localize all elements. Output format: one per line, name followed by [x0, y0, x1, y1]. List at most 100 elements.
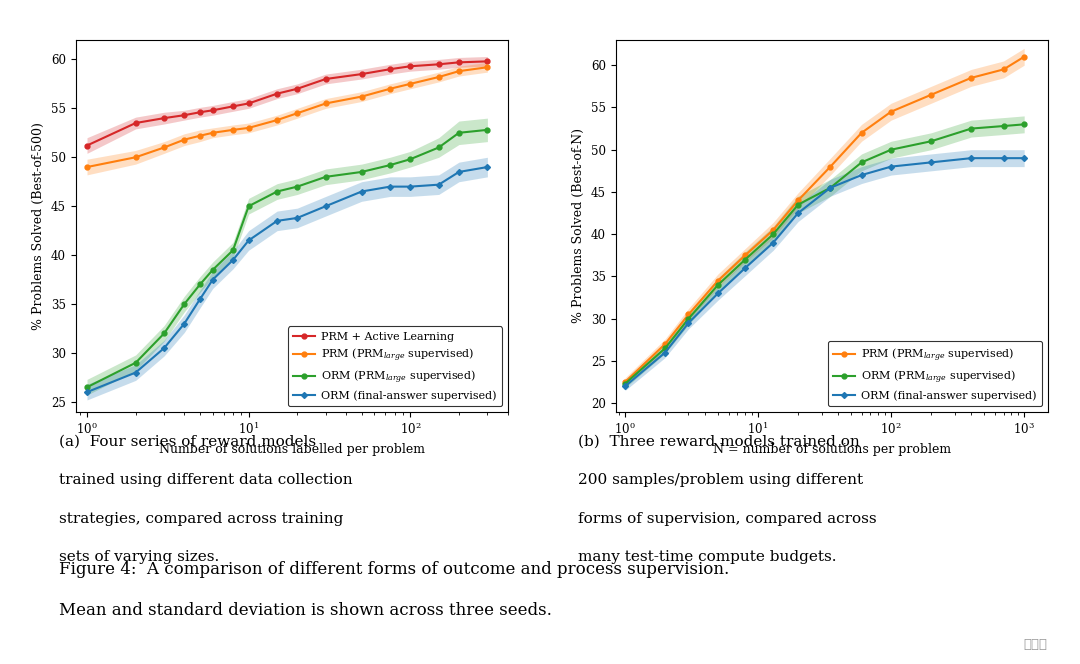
Text: 新智元: 新智元: [1024, 637, 1048, 651]
ORM (final-answer supervised): [271, 217, 284, 225]
ORM (PRM$_{large}$ supervised): [242, 203, 255, 210]
ORM (PRM$_{large}$ supervised): [453, 129, 465, 137]
PRM (PRM$_{large}$ supervised): [481, 63, 494, 71]
ORM (final-answer supervised): [619, 382, 632, 390]
PRM + Active Learning: [355, 70, 368, 78]
ORM (PRM$_{large}$ supervised): [739, 256, 752, 264]
ORM (PRM$_{large}$ supervised): [619, 380, 632, 388]
PRM (PRM$_{large}$ supervised): [81, 163, 94, 171]
Line: PRM + Active Learning: PRM + Active Learning: [84, 59, 490, 148]
Text: strategies, compared across training: strategies, compared across training: [59, 512, 343, 526]
ORM (PRM$_{large}$ supervised): [130, 359, 143, 367]
ORM (PRM$_{large}$ supervised): [712, 281, 725, 289]
ORM (PRM$_{large}$ supervised): [855, 159, 868, 167]
PRM (PRM$_{large}$ supervised): [271, 116, 284, 124]
ORM (PRM$_{large}$ supervised): [964, 125, 977, 133]
PRM + Active Learning: [404, 62, 417, 70]
PRM (PRM$_{large}$ supervised): [739, 252, 752, 260]
PRM + Active Learning: [193, 108, 206, 116]
ORM (PRM$_{large}$ supervised): [271, 187, 284, 195]
ORM (final-answer supervised): [453, 168, 465, 176]
PRM (PRM$_{large}$ supervised): [712, 277, 725, 285]
Legend: PRM + Active Learning, PRM (PRM$_{large}$ supervised), ORM (PRM$_{large}$ superv: PRM + Active Learning, PRM (PRM$_{large}…: [287, 326, 502, 406]
ORM (PRM$_{large}$ supervised): [355, 168, 368, 176]
Y-axis label: % Problems Solved (Best-of-500): % Problems Solved (Best-of-500): [32, 122, 45, 330]
ORM (final-answer supervised): [432, 181, 445, 189]
PRM + Active Learning: [320, 75, 333, 83]
ORM (PRM$_{large}$ supervised): [767, 230, 780, 238]
Text: (a)  Four series of reward models: (a) Four series of reward models: [59, 435, 316, 449]
Line: PRM (PRM$_{large}$ supervised): PRM (PRM$_{large}$ supervised): [622, 54, 1027, 384]
ORM (PRM$_{large}$ supervised): [383, 161, 396, 169]
PRM (PRM$_{large}$ supervised): [619, 378, 632, 386]
ORM (PRM$_{large}$ supervised): [432, 143, 445, 151]
ORM (PRM$_{large}$ supervised): [206, 266, 219, 274]
ORM (final-answer supervised): [924, 159, 937, 167]
Line: ORM (PRM$_{large}$ supervised): ORM (PRM$_{large}$ supervised): [84, 127, 490, 390]
PRM (PRM$_{large}$ supervised): [130, 153, 143, 161]
ORM (PRM$_{large}$ supervised): [291, 183, 303, 191]
ORM (final-answer supervised): [158, 344, 171, 352]
PRM + Active Learning: [206, 106, 219, 114]
ORM (final-answer supervised): [792, 209, 805, 217]
ORM (final-answer supervised): [404, 183, 417, 191]
PRM (PRM$_{large}$ supervised): [383, 85, 396, 93]
ORM (final-answer supervised): [383, 183, 396, 191]
ORM (final-answer supervised): [739, 264, 752, 272]
ORM (PRM$_{large}$ supervised): [178, 300, 191, 308]
ORM (PRM$_{large}$ supervised): [659, 345, 672, 353]
Legend: PRM (PRM$_{large}$ supervised), ORM (PRM$_{large}$ supervised), ORM (final-answe: PRM (PRM$_{large}$ supervised), ORM (PRM…: [827, 341, 1042, 406]
Text: Mean and standard deviation is shown across three seeds.: Mean and standard deviation is shown acr…: [59, 602, 552, 620]
ORM (final-answer supervised): [130, 369, 143, 376]
ORM (PRM$_{large}$ supervised): [924, 137, 937, 145]
Text: (b)  Three reward models trained on: (b) Three reward models trained on: [578, 435, 860, 449]
ORM (PRM$_{large}$ supervised): [481, 126, 494, 134]
ORM (final-answer supervised): [178, 319, 191, 327]
PRM + Active Learning: [271, 90, 284, 98]
PRM + Active Learning: [242, 100, 255, 108]
Text: sets of varying sizes.: sets of varying sizes.: [59, 550, 219, 564]
Text: trained using different data collection: trained using different data collection: [59, 473, 353, 487]
PRM (PRM$_{large}$ supervised): [355, 92, 368, 100]
Line: ORM (final-answer supervised): ORM (final-answer supervised): [623, 156, 1026, 388]
ORM (final-answer supervised): [355, 187, 368, 195]
PRM (PRM$_{large}$ supervised): [242, 124, 255, 132]
ORM (final-answer supervised): [320, 203, 333, 210]
ORM (final-answer supervised): [964, 154, 977, 162]
ORM (PRM$_{large}$ supervised): [681, 315, 694, 323]
PRM + Active Learning: [432, 60, 445, 68]
PRM (PRM$_{large}$ supervised): [320, 100, 333, 108]
PRM (PRM$_{large}$ supervised): [855, 129, 868, 137]
Text: 200 samples/problem using different: 200 samples/problem using different: [578, 473, 863, 487]
PRM (PRM$_{large}$ supervised): [1017, 52, 1030, 60]
ORM (PRM$_{large}$ supervised): [320, 173, 333, 181]
ORM (final-answer supervised): [481, 163, 494, 171]
ORM (PRM$_{large}$ supervised): [193, 280, 206, 288]
ORM (final-answer supervised): [767, 238, 780, 246]
Line: PRM (PRM$_{large}$ supervised): PRM (PRM$_{large}$ supervised): [84, 65, 490, 169]
PRM (PRM$_{large}$ supervised): [681, 311, 694, 319]
PRM + Active Learning: [158, 114, 171, 122]
ORM (final-answer supervised): [242, 236, 255, 244]
PRM + Active Learning: [227, 102, 240, 110]
PRM (PRM$_{large}$ supervised): [885, 108, 897, 116]
PRM (PRM$_{large}$ supervised): [404, 80, 417, 88]
ORM (final-answer supervised): [81, 388, 94, 396]
ORM (PRM$_{large}$ supervised): [824, 184, 837, 192]
PRM (PRM$_{large}$ supervised): [659, 340, 672, 348]
ORM (final-answer supervised): [659, 349, 672, 357]
PRM + Active Learning: [291, 85, 303, 93]
PRM (PRM$_{large}$ supervised): [964, 74, 977, 82]
ORM (final-answer supervised): [291, 214, 303, 222]
Text: Figure 4:  A comparison of different forms of outcome and process supervision.: Figure 4: A comparison of different form…: [59, 561, 730, 578]
PRM (PRM$_{large}$ supervised): [227, 126, 240, 134]
ORM (final-answer supervised): [997, 154, 1010, 162]
ORM (PRM$_{large}$ supervised): [227, 246, 240, 254]
ORM (final-answer supervised): [885, 163, 897, 171]
ORM (PRM$_{large}$ supervised): [997, 122, 1010, 130]
ORM (PRM$_{large}$ supervised): [158, 329, 171, 337]
Text: forms of supervision, compared across: forms of supervision, compared across: [578, 512, 877, 526]
PRM (PRM$_{large}$ supervised): [193, 131, 206, 139]
PRM + Active Learning: [453, 58, 465, 66]
ORM (final-answer supervised): [824, 184, 837, 192]
